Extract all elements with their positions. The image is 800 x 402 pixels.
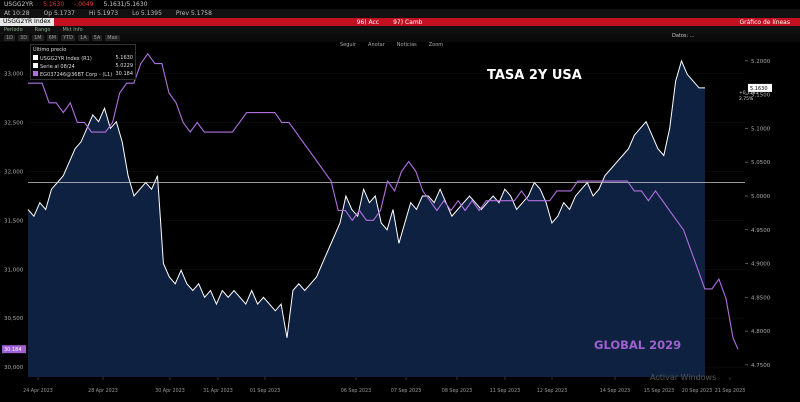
quote-stats: At 10:28 Op 5.1737 Hi 5.1973 Lo 5.1395 P…	[0, 9, 800, 18]
right-last-value-text: 5.1630	[750, 86, 768, 92]
change-value: -.0049	[74, 1, 94, 8]
chart-tools: Seguir Anotar Noticias Zoom	[340, 42, 443, 48]
period-5a-button[interactable]: 5A	[91, 35, 103, 41]
right-tick-label: 5.0000	[751, 194, 771, 200]
legend: Último precio USGG2YR Index (R1) 5.1630 …	[30, 44, 136, 80]
period-label[interactable]: Periodo	[4, 27, 23, 33]
legend-row[interactable]: EG037246@36BT Corp - (L1) 30.184	[33, 70, 133, 78]
x-tick-label: 07 Sep 2023	[391, 388, 421, 394]
x-tick-label: 06 Sep 2023	[341, 388, 371, 394]
x-tick-label: 21 Sep 2023	[715, 388, 745, 394]
ticker-label: USGG2YR	[4, 1, 34, 8]
right-tick-label: 4.8500	[751, 295, 771, 301]
actions-menu[interactable]: 96) Acc	[356, 18, 380, 26]
tool-annotate[interactable]: Anotar	[368, 42, 385, 48]
right-tick-label: 5.1500	[751, 93, 771, 99]
x-tick-label: 15 Sep 2023	[644, 388, 674, 394]
range-label[interactable]: Rango	[34, 27, 51, 33]
legend-swatch-icon	[33, 54, 38, 60]
period-1a-button[interactable]: 1A	[78, 35, 89, 41]
period-max-button[interactable]: Max	[105, 35, 120, 41]
tool-news[interactable]: Noticias	[396, 42, 417, 48]
right-tick-label: 5.1000	[751, 126, 771, 132]
high-stat: Hi 5.1973	[89, 10, 119, 17]
tool-zoom[interactable]: Zoom	[428, 42, 444, 48]
x-tick-label: 28 Apr 2023	[88, 388, 118, 394]
tasa-2y-area	[28, 60, 705, 378]
right-tick-label: 4.8000	[751, 329, 771, 335]
global-2029-line	[28, 52, 739, 350]
watermark-text: Activar Windows	[650, 373, 716, 382]
period-1d-button[interactable]: 1D	[4, 35, 16, 41]
left-tick-label: 32,500	[4, 120, 24, 126]
prev-stat: Prev 5.1758	[175, 10, 212, 17]
quote-header: USGG2YR 5.1630 -.0049 5.1631/5.1630	[0, 0, 800, 9]
left-last-value-text: 30.184	[4, 347, 22, 353]
legend-header: Último precio	[33, 47, 67, 53]
x-tick-label: 20 Sep 2023	[682, 388, 712, 394]
open-stat: Op 5.1737	[43, 10, 75, 17]
mkt-info-label[interactable]: Mkt Info	[62, 27, 83, 33]
index-field[interactable]: USGG2YR Index	[0, 18, 54, 26]
data-label[interactable]: Datos: ...	[672, 33, 695, 39]
time-stat: At 10:28	[4, 10, 30, 17]
right-tick-label: 4.7500	[751, 363, 771, 369]
edit-menu[interactable]: 97) Camb	[393, 18, 423, 26]
annotation-tasa-2y: TASA 2Y USA	[487, 68, 582, 83]
x-tick-label: 30 Apr 2023	[155, 388, 185, 394]
x-tick-label: 11 Sep 2023	[490, 388, 520, 394]
left-tick-label: 30,500	[4, 316, 24, 322]
x-tick-label: 24 Apr 2023	[23, 388, 53, 394]
left-tick-label: 32,000	[4, 169, 24, 175]
left-tick-label: 33,000	[4, 71, 24, 77]
x-tick-label: 01 Sep 2023	[250, 388, 280, 394]
left-tick-label: 30,000	[4, 365, 24, 371]
right-tick-label: 5.2000	[751, 59, 771, 65]
chart-type-label[interactable]: Gráfico de líneas	[739, 18, 791, 26]
bid-ask-value: 5.1631/5.1630	[103, 1, 148, 8]
period-row: Periodo Rango Mkt Info	[0, 26, 800, 34]
right-change-pct-text: 2.75%	[739, 96, 754, 102]
tool-follow[interactable]: Seguir	[340, 42, 357, 48]
right-tick-label: 4.9000	[751, 262, 771, 268]
left-tick-label: 31,500	[4, 218, 24, 224]
low-stat: Lo 5.1395	[132, 10, 162, 17]
right-tick-label: 5.0500	[751, 160, 771, 166]
legend-swatch-icon	[33, 62, 38, 68]
period-buttons: 1D 3D 1M 6M YTD 1A 5A Max	[0, 34, 800, 42]
right-last-value-badge	[748, 83, 772, 92]
period-ytd-button[interactable]: YTD	[61, 35, 76, 41]
annotation-global-2029: GLOBAL 2029	[594, 338, 681, 352]
left-tick-label: 31,000	[4, 267, 24, 273]
left-last-value-badge	[2, 345, 26, 354]
x-tick-label: 31 Apr 2023	[203, 388, 233, 394]
x-tick-label: 12 Sep 2023	[537, 388, 567, 394]
period-6m-button[interactable]: 6M	[46, 35, 59, 41]
legend-row[interactable]: Serie al 08/24 5.0229	[33, 62, 133, 70]
x-tick-label: 14 Sep 2023	[600, 388, 630, 394]
x-tick-label: 08 Sep 2023	[442, 388, 472, 394]
legend-swatch-icon	[33, 70, 38, 76]
legend-row[interactable]: USGG2YR Index (R1) 5.1630	[33, 54, 133, 62]
right-tick-label: 4.9500	[751, 228, 771, 234]
right-change-text: +0.1381	[739, 90, 759, 96]
period-3d-button[interactable]: 3D	[18, 35, 30, 41]
period-1m-button[interactable]: 1M	[32, 35, 44, 41]
command-bar: USGG2YR Index 96) Acc 97) Camb Gráfico d…	[0, 18, 800, 26]
price-value: 5.1630	[43, 1, 65, 8]
tasa-2y-line	[27, 59, 705, 338]
